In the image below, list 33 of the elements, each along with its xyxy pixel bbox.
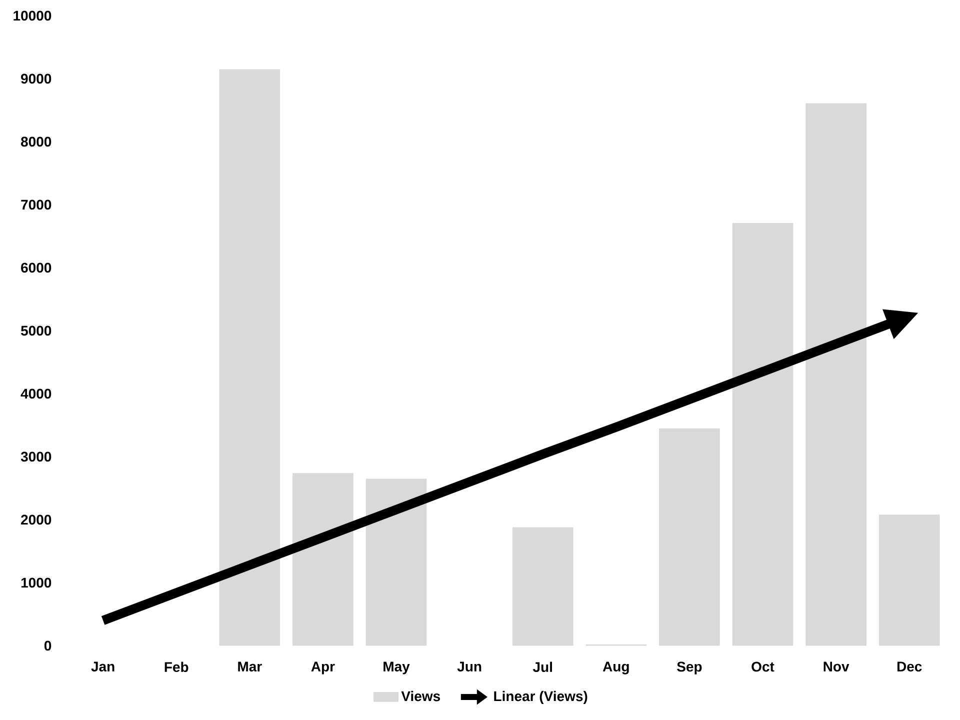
bar — [878, 514, 940, 646]
x-tick-label: Oct — [752, 662, 774, 672]
bar — [659, 428, 720, 646]
y-tick-label: 7000 — [21, 200, 52, 210]
bar — [512, 527, 574, 646]
x-tick-label: Nov — [824, 662, 850, 672]
x-tick-label: Feb — [164, 662, 188, 672]
bar — [292, 473, 354, 646]
legend-label: Linear (Views) — [494, 690, 588, 704]
x-tick-label: Dec — [897, 662, 922, 672]
y-tick-label: 10000 — [14, 10, 52, 21]
x-tick-label: Jun — [457, 662, 482, 672]
y-tick-label: 9000 — [21, 74, 52, 84]
x-tick-label: Jan — [91, 662, 114, 672]
y-tick-label: 0 — [44, 640, 52, 651]
x-tick-label: May — [384, 662, 410, 674]
legend-label: Views — [401, 690, 440, 702]
y-tick-label: 8000 — [20, 136, 52, 147]
bar — [732, 222, 794, 646]
x-tick-label: Aug — [602, 662, 629, 674]
x-tick-label: Mar — [238, 662, 262, 672]
bar — [366, 478, 427, 646]
x-tick-label: Sep — [677, 662, 702, 674]
y-tick-label: 3000 — [20, 452, 52, 462]
y-tick-label: 2000 — [21, 514, 52, 525]
bar — [219, 69, 280, 646]
x-tick-label: Jul — [532, 662, 552, 672]
y-tick-label: 6000 — [21, 262, 52, 273]
y-tick-label: 5000 — [20, 326, 52, 336]
y-tick-label: 1000 — [21, 578, 52, 588]
y-tick-label: 4000 — [20, 388, 52, 399]
x-tick-label: Apr — [311, 662, 335, 674]
bar — [806, 103, 866, 646]
